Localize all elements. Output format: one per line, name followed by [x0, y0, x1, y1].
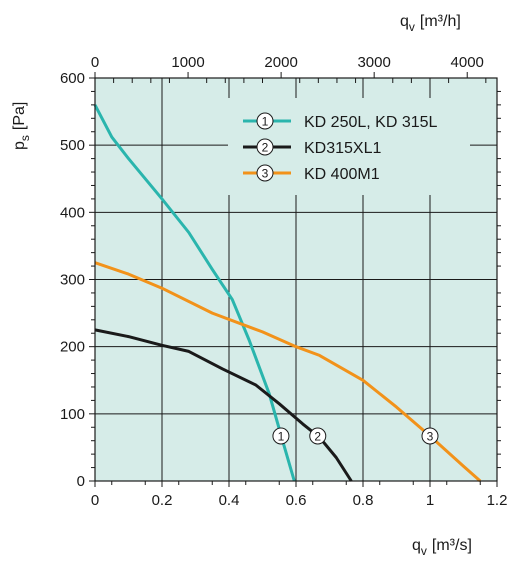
y-tick-label: 200	[60, 339, 85, 356]
y-tick-label: 0	[77, 473, 85, 490]
legend-label-3: KD 400M1	[304, 166, 380, 183]
curve-marker-3	[421, 427, 439, 445]
top-axis-title-sub: v	[409, 20, 415, 34]
legend-marker-label-3: 3	[262, 167, 269, 181]
x-tick-label: 1	[426, 492, 434, 509]
y-tick-label: 100	[60, 406, 85, 423]
legend-marker-3	[256, 164, 274, 182]
y-tick-label: 400	[60, 204, 85, 221]
curve-markers: 1 2 3	[272, 427, 439, 445]
legend-marker-label-1: 1	[262, 115, 269, 129]
curve-marker-label-2: 2	[314, 429, 321, 443]
top-tick-label: 1000	[171, 54, 204, 71]
minor-ticks	[89, 72, 501, 487]
x-axis-title-unit: [m³/s]	[432, 537, 472, 554]
y-tick-label: 500	[60, 137, 85, 154]
legend: 1 KD 250L, KD 315L 2 KD315XL1 3 KD 400M1	[243, 112, 438, 183]
x-tick-label: 0.2	[152, 492, 173, 509]
y-tick-label: 300	[60, 272, 85, 289]
x-tick-label: 0.4	[219, 492, 240, 509]
legend-marker-1	[256, 112, 274, 130]
legend-marker-2	[256, 138, 274, 156]
x-tick-label: 0.8	[353, 492, 374, 509]
x-axis-title-sub: v	[421, 544, 427, 558]
curve-marker-2	[309, 427, 327, 445]
y-axis-title: ps [Pa]	[11, 102, 32, 150]
legend-label-2: KD315XL1	[304, 140, 381, 157]
series-line-2	[94, 328, 353, 482]
top-tick-label: 0	[91, 54, 99, 71]
top-tick-label: 2000	[264, 54, 297, 71]
x-tick-label: 0	[91, 492, 99, 509]
curve-marker-label-1: 1	[278, 429, 285, 443]
top-axis-title-unit: [m³/h]	[420, 13, 461, 30]
x-axis-title-main: q	[412, 537, 421, 554]
tick-labels: 0 0.2 0.4 0.6 0.8 1 1.2 0 100 200 300 400 500 600 0 100…	[60, 54, 507, 509]
curve-marker-label-3: 3	[427, 429, 434, 443]
legend-label-1: KD 250L, KD 315L	[304, 114, 438, 131]
y-tick-label: 600	[60, 70, 85, 87]
curve-marker-1	[272, 427, 290, 445]
top-tick-label: 4000	[451, 54, 484, 71]
x-axis-title: qv [m³/s]	[412, 537, 472, 558]
x-tick-label: 1.2	[487, 492, 508, 509]
plot-frame	[94, 77, 498, 482]
x-tick-label: 0.6	[286, 492, 307, 509]
top-tick-label: 3000	[357, 54, 390, 71]
y-axis-title-main: p	[11, 141, 28, 150]
top-axis-title: qv [m³/h]	[400, 13, 461, 34]
top-axis-title-main: q	[400, 13, 409, 30]
legend-marker-label-2: 2	[262, 141, 269, 155]
y-axis-title-sub: s	[18, 135, 32, 141]
y-axis-title-unit: [Pa]	[11, 102, 28, 130]
series-line-1	[93, 104, 296, 482]
